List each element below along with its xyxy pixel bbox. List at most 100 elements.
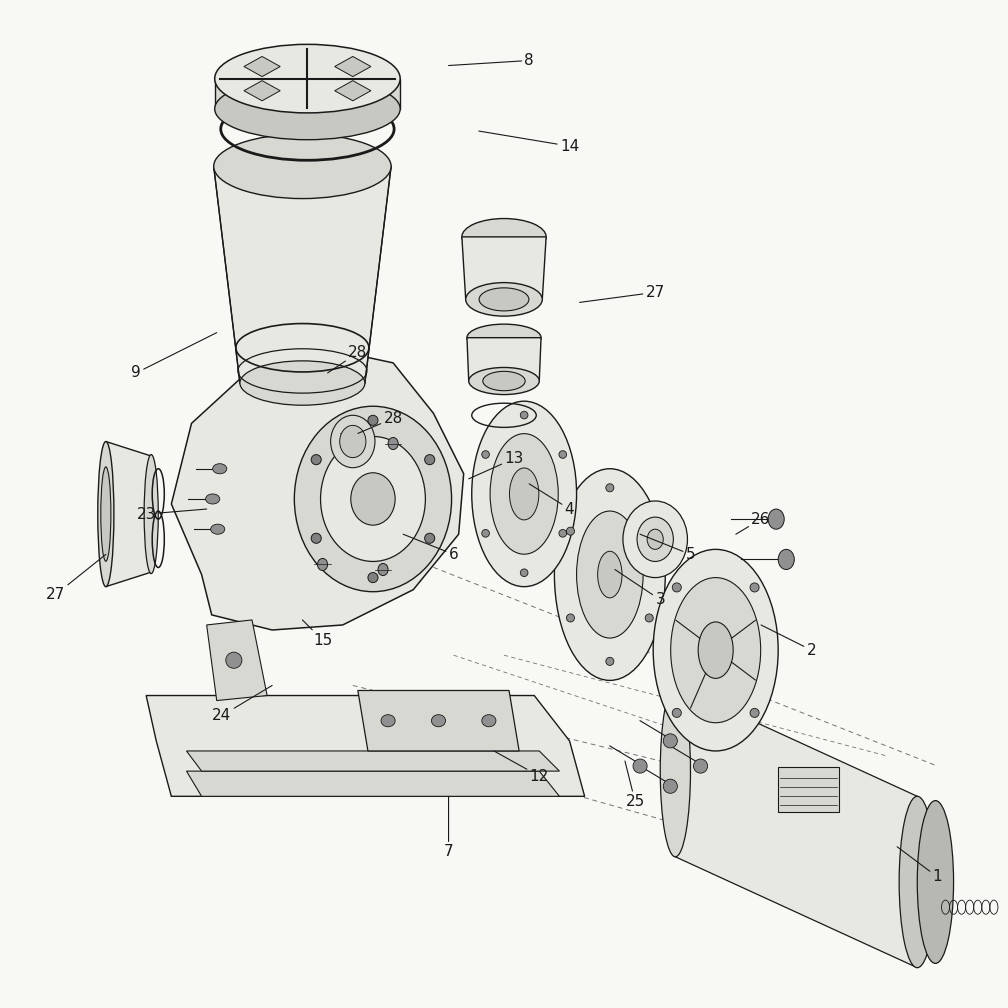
Text: 27: 27 [580,285,665,302]
Ellipse shape [340,425,366,458]
Ellipse shape [663,734,677,748]
Polygon shape [186,771,559,796]
Ellipse shape [509,468,539,520]
Ellipse shape [490,433,558,554]
Ellipse shape [566,527,575,535]
Ellipse shape [663,779,677,793]
Text: 7: 7 [444,796,454,859]
Ellipse shape [368,573,378,583]
Text: 5: 5 [640,534,696,561]
Ellipse shape [672,583,681,592]
Ellipse shape [672,709,681,718]
Ellipse shape [101,467,111,561]
Ellipse shape [482,715,496,727]
Text: 9: 9 [131,333,217,380]
Ellipse shape [699,622,733,678]
Ellipse shape [467,325,541,351]
Ellipse shape [206,494,220,504]
Polygon shape [358,690,519,751]
Polygon shape [244,56,280,77]
Ellipse shape [381,715,395,727]
Ellipse shape [479,288,529,310]
Ellipse shape [214,134,391,199]
Ellipse shape [424,533,434,543]
Ellipse shape [647,529,663,549]
Ellipse shape [215,78,400,140]
Ellipse shape [558,529,566,537]
Ellipse shape [750,583,759,592]
Ellipse shape [554,469,665,680]
Text: 6: 6 [403,534,459,561]
Ellipse shape [318,558,328,571]
Text: 4: 4 [529,484,575,516]
Text: 1: 1 [897,847,942,884]
Polygon shape [171,348,464,630]
Ellipse shape [606,657,614,665]
Text: 15: 15 [302,620,333,647]
Polygon shape [146,696,585,796]
Ellipse shape [520,411,528,419]
Ellipse shape [98,442,114,587]
Polygon shape [467,338,541,381]
Ellipse shape [520,569,528,577]
Ellipse shape [462,219,546,255]
Ellipse shape [240,361,365,405]
Text: 13: 13 [469,452,524,479]
Ellipse shape [215,44,400,113]
Ellipse shape [645,527,653,535]
Polygon shape [675,685,917,968]
Ellipse shape [623,501,687,578]
Ellipse shape [368,415,378,425]
Text: 14: 14 [479,131,580,153]
Text: 25: 25 [625,761,645,808]
Ellipse shape [633,759,647,773]
Ellipse shape [566,614,575,622]
Polygon shape [207,620,267,701]
Ellipse shape [321,436,425,561]
Ellipse shape [378,563,388,576]
Polygon shape [335,56,371,77]
Polygon shape [335,81,371,101]
Ellipse shape [482,451,490,459]
Ellipse shape [482,529,490,537]
Ellipse shape [144,455,158,574]
Ellipse shape [311,533,322,543]
Text: 27: 27 [45,554,106,602]
Ellipse shape [558,451,566,459]
Ellipse shape [694,759,708,773]
Text: 3: 3 [615,570,665,607]
Text: 28: 28 [328,346,368,373]
Ellipse shape [472,401,577,587]
Ellipse shape [351,473,395,525]
Ellipse shape [211,524,225,534]
Ellipse shape [431,715,446,727]
Ellipse shape [469,368,539,394]
Polygon shape [214,166,391,383]
Text: 26: 26 [736,512,771,534]
Text: 8: 8 [449,53,534,68]
Ellipse shape [213,464,227,474]
Ellipse shape [424,455,434,465]
Ellipse shape [768,509,784,529]
Polygon shape [215,79,400,109]
Ellipse shape [331,415,375,468]
Ellipse shape [577,511,643,638]
Ellipse shape [653,549,778,751]
Ellipse shape [388,437,398,450]
Ellipse shape [637,517,673,561]
Ellipse shape [606,484,614,492]
Polygon shape [186,751,559,771]
Ellipse shape [645,614,653,622]
Ellipse shape [483,371,525,391]
Ellipse shape [917,800,954,964]
Ellipse shape [899,796,935,968]
Ellipse shape [311,455,322,465]
FancyBboxPatch shape [778,766,839,812]
Polygon shape [462,237,546,299]
Ellipse shape [226,652,242,668]
Text: 28: 28 [358,411,403,433]
Text: 24: 24 [212,685,272,723]
Ellipse shape [670,578,761,723]
Polygon shape [244,81,280,101]
Ellipse shape [294,406,452,592]
